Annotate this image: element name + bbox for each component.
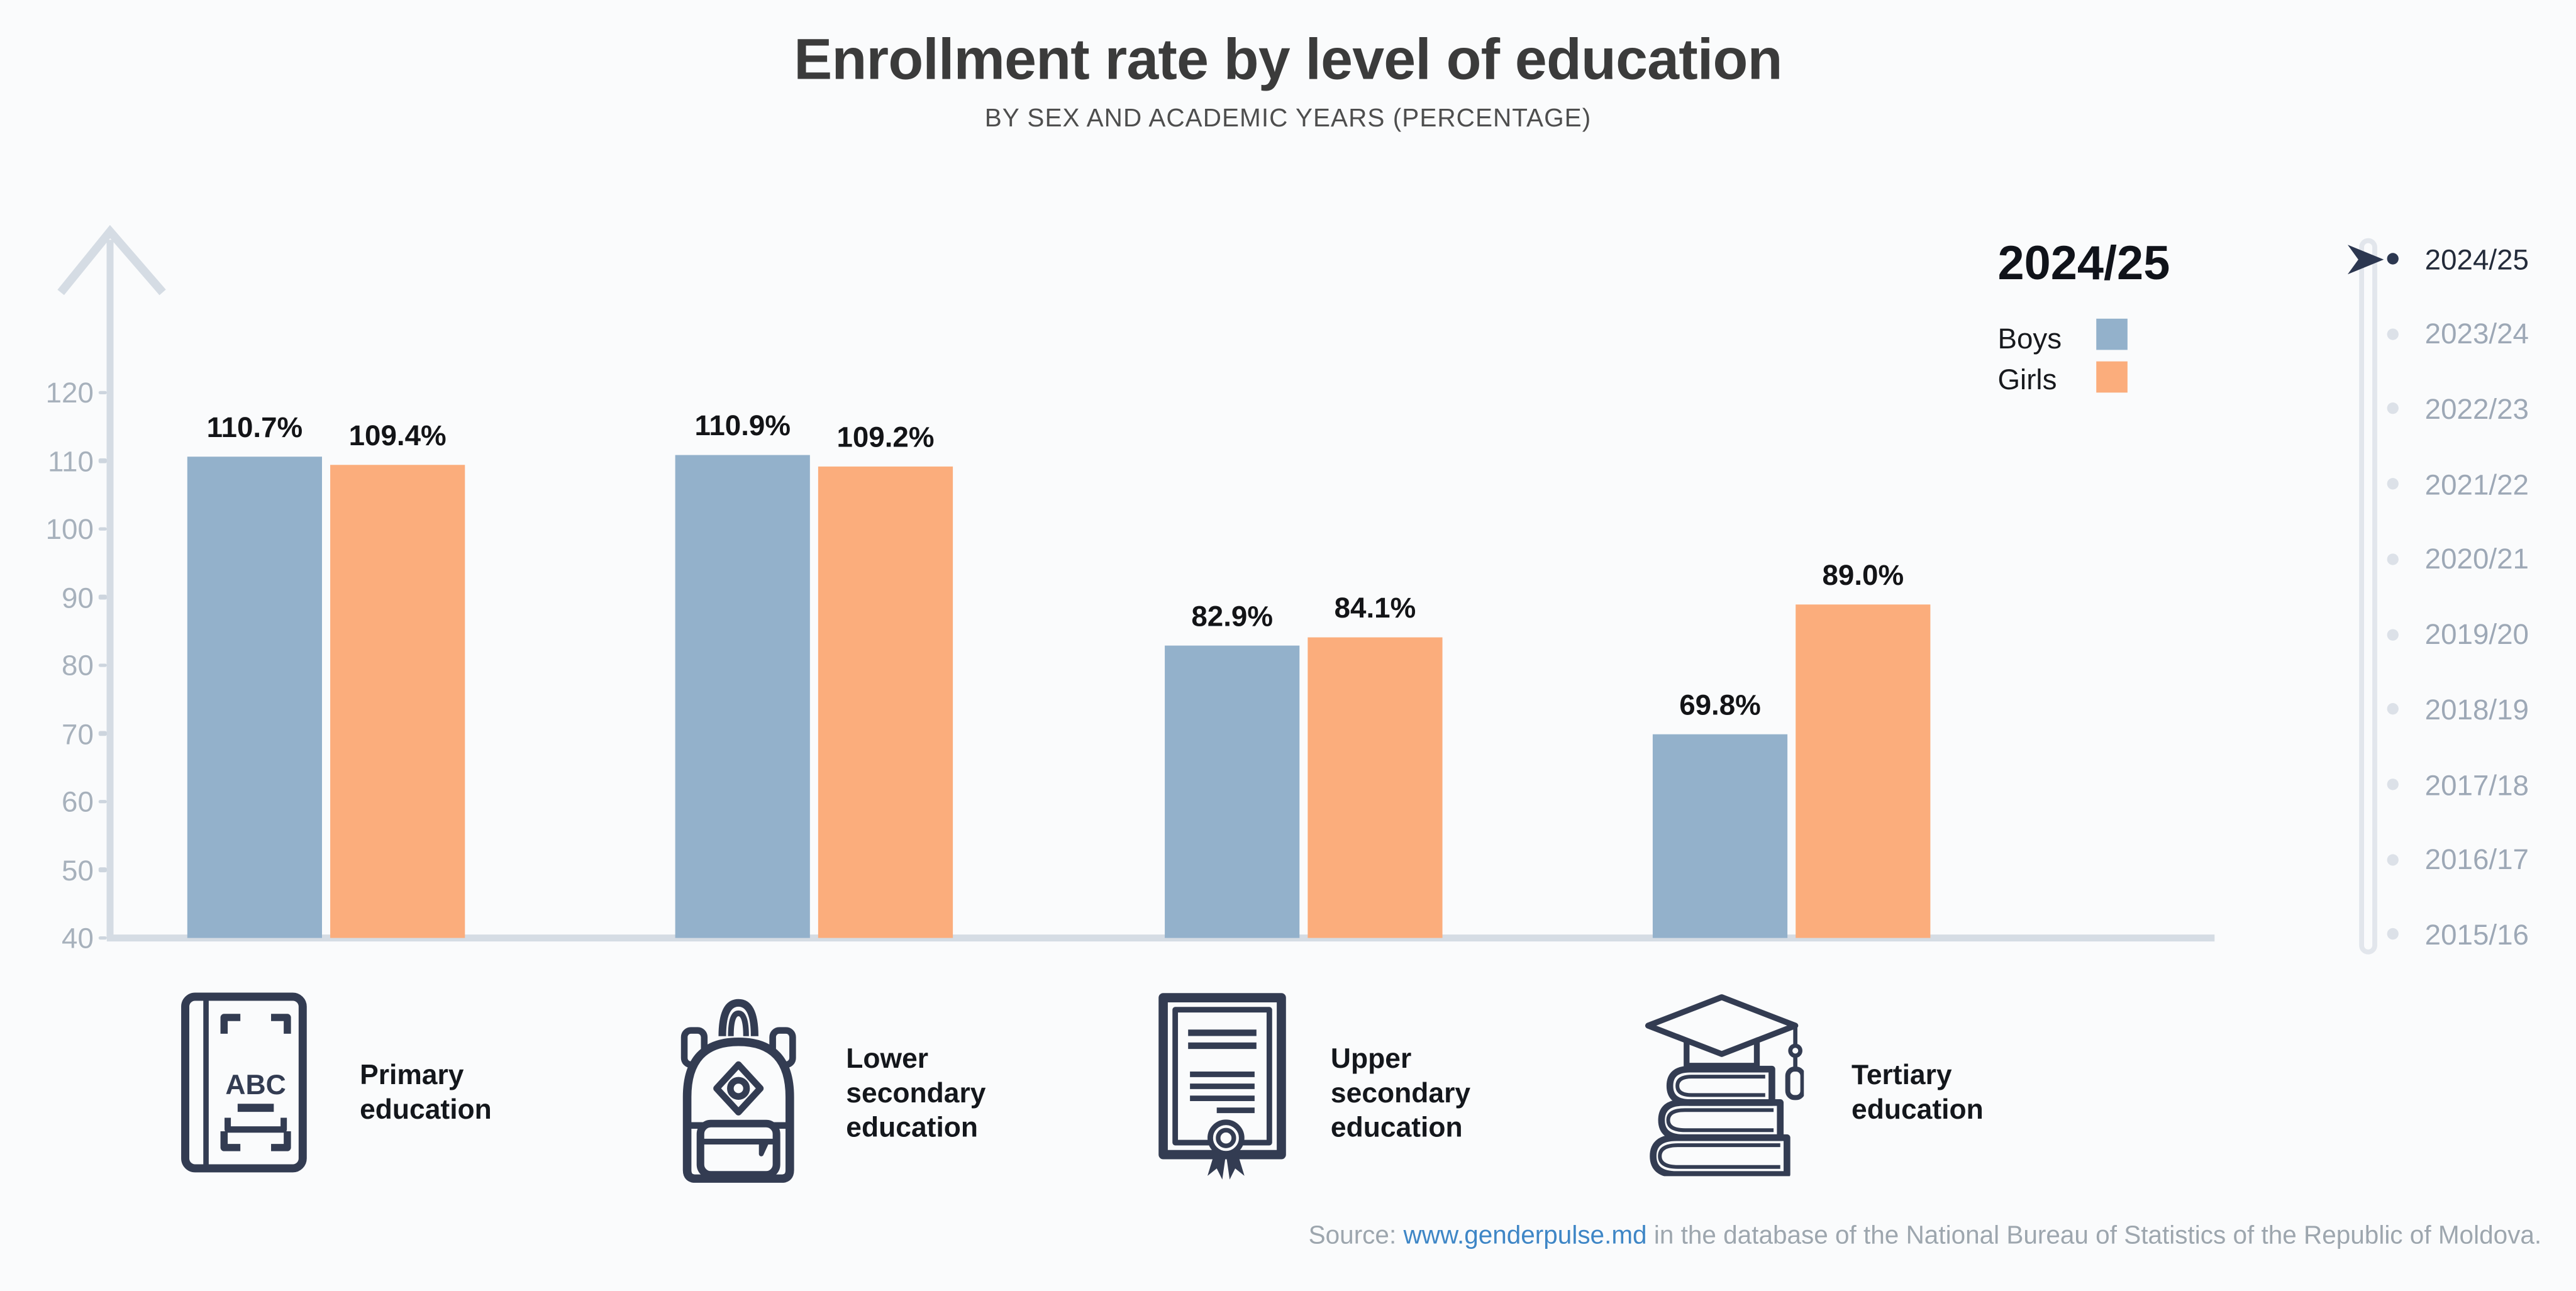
bar-value-label: 109.2% xyxy=(836,420,935,453)
y-tick-label: 100 xyxy=(45,513,94,546)
bar-boys-2[interactable] xyxy=(675,455,810,938)
timeline-dot-2024-25[interactable] xyxy=(2387,253,2399,265)
bar-girls-4[interactable] xyxy=(1796,604,1931,938)
timeline-year-2015-16[interactable]: 2015/16 xyxy=(2424,918,2529,951)
timeline-dot-2015-16[interactable] xyxy=(2387,929,2399,941)
bar-boys-4[interactable] xyxy=(1652,734,1788,938)
bar-value-label: 89.0% xyxy=(1822,558,1904,591)
legend-selected-year: 2024/25 xyxy=(1997,238,2170,291)
graduation-cap-books-icon xyxy=(1645,994,1804,1177)
bar-girls-1[interactable] xyxy=(330,465,465,938)
y-tick-mark xyxy=(98,595,107,600)
timeline-year-2018-19[interactable]: 2018/19 xyxy=(2424,692,2529,726)
bar-value-label: 110.9% xyxy=(694,409,791,442)
year-slider-cursor-icon[interactable] xyxy=(2347,243,2384,274)
y-tick-label: 120 xyxy=(45,376,94,409)
education-label-primary: Primary education xyxy=(360,994,531,1190)
y-tick-mark xyxy=(98,799,107,804)
svg-text:ABC: ABC xyxy=(225,1070,286,1100)
timeline-dot-2018-19[interactable] xyxy=(2387,703,2399,716)
y-tick-label: 50 xyxy=(62,853,94,887)
y-tick-mark xyxy=(98,527,107,531)
timeline-year-2024-25[interactable]: 2024/25 xyxy=(2424,242,2529,275)
bar-boys-3[interactable] xyxy=(1165,645,1300,938)
timeline-year-2022-23[interactable]: 2022/23 xyxy=(2424,392,2529,426)
legend-label-boys: Boys xyxy=(1997,322,2062,355)
timeline-year-2021-22[interactable]: 2021/22 xyxy=(2424,467,2529,501)
y-tick-mark xyxy=(98,936,107,940)
source-line: Source: www.genderpulse.md in the databa… xyxy=(1309,1222,2541,1252)
source-prefix: Source: xyxy=(1308,1222,1404,1250)
timeline-year-2017-18[interactable]: 2017/18 xyxy=(2424,768,2529,801)
certificate-icon xyxy=(1158,993,1286,1180)
timeline-dot-2019-20[interactable] xyxy=(2387,628,2399,640)
timeline-year-2020-21[interactable]: 2020/21 xyxy=(2424,543,2529,576)
legend-swatch-boys xyxy=(2096,318,2128,350)
y-tick-label: 110 xyxy=(48,444,94,478)
timeline-dot-2021-22[interactable] xyxy=(2387,478,2399,490)
education-label-lower-secondary-text: Lower secondary education xyxy=(846,1042,986,1143)
y-tick-label: 40 xyxy=(62,921,94,955)
bar-girls-3[interactable] xyxy=(1307,637,1443,938)
legend-label-girls: Girls xyxy=(1997,363,2057,396)
timeline-year-2016-17[interactable]: 2016/17 xyxy=(2424,843,2529,876)
y-tick-label: 90 xyxy=(62,580,94,614)
book-abc-icon: ABC xyxy=(181,992,307,1173)
bar-value-label: 82.9% xyxy=(1191,599,1273,633)
page-title: Enrollment rate by level of education xyxy=(794,28,1782,92)
timeline-dot-2022-23[interactable] xyxy=(2387,403,2399,415)
timeline-year-2019-20[interactable]: 2019/20 xyxy=(2424,618,2529,651)
backpack-icon xyxy=(680,999,796,1183)
y-tick-mark xyxy=(98,458,107,463)
source-suffix: in the database of the National Bureau o… xyxy=(1646,1222,2542,1250)
education-label-upper-secondary-text: Upper secondary education xyxy=(1330,1042,1471,1143)
bar-value-label: 84.1% xyxy=(1334,591,1416,624)
timeline-dot-2017-18[interactable] xyxy=(2387,778,2399,790)
bar-value-label: 109.4% xyxy=(348,419,447,452)
y-tick-label: 70 xyxy=(62,717,94,750)
education-label-lower-secondary: Lower secondary education xyxy=(846,994,1017,1190)
y-tick-mark xyxy=(98,731,107,736)
bar-value-label: 69.8% xyxy=(1679,689,1761,722)
bar-boys-1[interactable] xyxy=(187,456,322,938)
education-label-tertiary-text: Tertiary education xyxy=(1852,1059,1984,1126)
timeline-dot-2016-17[interactable] xyxy=(2387,853,2399,865)
y-tick-mark xyxy=(98,663,107,668)
page-subtitle: BY SEX AND ACADEMIC YEARS (PERCENTAGE) xyxy=(984,105,1592,133)
timeline-dot-2020-21[interactable] xyxy=(2387,553,2399,565)
y-tick-label: 80 xyxy=(62,649,94,682)
education-label-tertiary: Tertiary education xyxy=(1852,994,2023,1190)
timeline-year-2023-24[interactable]: 2023/24 xyxy=(2424,317,2529,350)
bar-girls-2[interactable] xyxy=(818,466,953,938)
source-link[interactable]: www.genderpulse.md xyxy=(1403,1222,1647,1250)
y-tick-mark xyxy=(98,391,107,396)
legend-swatch-girls xyxy=(2096,361,2128,393)
y-axis-arrow-icon xyxy=(57,224,166,296)
year-slider-track[interactable] xyxy=(2359,238,2377,955)
education-label-upper-secondary: Upper secondary education xyxy=(1331,994,1502,1190)
timeline-dot-2023-24[interactable] xyxy=(2387,328,2399,340)
education-label-primary-text: Primary education xyxy=(360,1059,492,1126)
bar-value-label: 110.7% xyxy=(206,410,303,443)
y-tick-mark xyxy=(98,867,107,872)
y-tick-label: 60 xyxy=(62,785,94,818)
